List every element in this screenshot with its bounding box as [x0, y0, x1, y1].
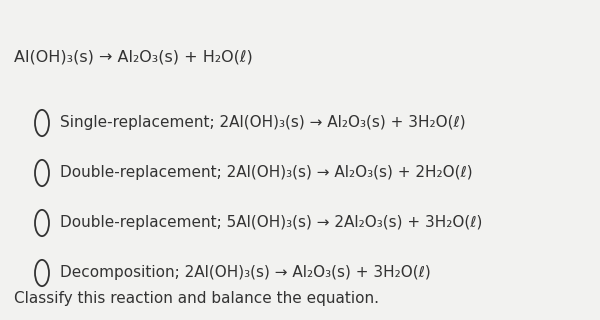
Text: Double-replacement; 5Al(OH)₃(s) → 2Al₂O₃(s) + 3H₂O(ℓ): Double-replacement; 5Al(OH)₃(s) → 2Al₂O₃…: [60, 215, 482, 230]
Text: Classify this reaction and balance the equation.: Classify this reaction and balance the e…: [14, 291, 379, 306]
Text: Decomposition; 2Al(OH)₃(s) → Al₂O₃(s) + 3H₂O(ℓ): Decomposition; 2Al(OH)₃(s) → Al₂O₃(s) + …: [60, 265, 431, 280]
Text: Al(OH)₃(s) → Al₂O₃(s) + H₂O(ℓ): Al(OH)₃(s) → Al₂O₃(s) + H₂O(ℓ): [14, 50, 253, 65]
Text: Double-replacement; 2Al(OH)₃(s) → Al₂O₃(s) + 2H₂O(ℓ): Double-replacement; 2Al(OH)₃(s) → Al₂O₃(…: [60, 165, 473, 180]
Text: Single-replacement; 2Al(OH)₃(s) → Al₂O₃(s) + 3H₂O(ℓ): Single-replacement; 2Al(OH)₃(s) → Al₂O₃(…: [60, 115, 466, 130]
